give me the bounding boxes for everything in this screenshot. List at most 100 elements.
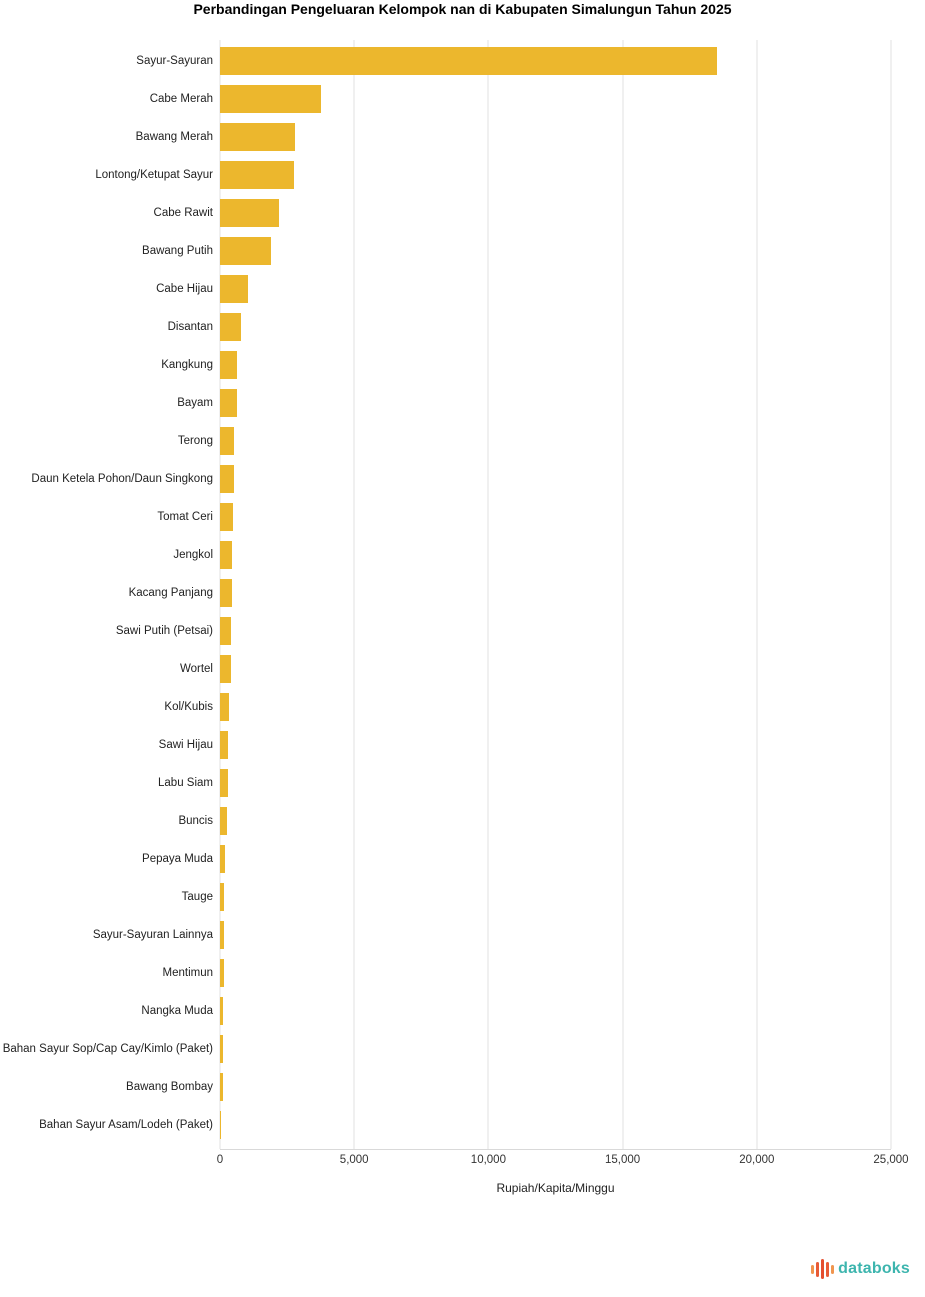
bar[interactable]: [220, 769, 228, 797]
bar-row: Daun Ketela Pohon/Daun Singkong: [0, 460, 891, 498]
bar[interactable]: [220, 351, 238, 379]
bar-track: [220, 313, 891, 341]
bar-track: [220, 731, 891, 759]
bar[interactable]: [220, 617, 232, 645]
bar-track: [220, 389, 891, 417]
category-label: Tomat Ceri: [157, 510, 213, 523]
bar-track: [220, 275, 891, 303]
category-label: Cabe Rawit: [153, 206, 213, 219]
x-tick-label: 20,000: [739, 1154, 775, 1166]
bar-track: [220, 845, 891, 873]
bar-row: Sawi Putih (Petsai): [0, 612, 891, 650]
x-tick-label: 5,000: [339, 1154, 369, 1166]
bar[interactable]: [220, 85, 321, 113]
bar-track: [220, 351, 891, 379]
bar-track: [220, 1035, 891, 1063]
category-label: Sawi Putih (Petsai): [115, 624, 213, 637]
bar-row: Pepaya Muda: [0, 840, 891, 878]
category-label: Lontong/Ketupat Sayur: [95, 168, 213, 181]
bar-row: Bayam: [0, 384, 891, 422]
bar-row: Bawang Merah: [0, 118, 891, 156]
bar[interactable]: [220, 1035, 223, 1063]
bar-row: Labu Siam: [0, 764, 891, 802]
x-tick-label: 0: [216, 1154, 224, 1166]
category-label: Mentimun: [162, 966, 214, 979]
bar[interactable]: [220, 959, 224, 987]
bar[interactable]: [220, 693, 230, 721]
category-label: Sayur-Sayuran: [136, 54, 213, 67]
category-label: Bawang Putih: [142, 244, 213, 257]
x-tick-label: 15,000: [605, 1154, 641, 1166]
bar[interactable]: [220, 1111, 222, 1139]
category-label: Sawi Hijau: [158, 738, 213, 751]
bar-track: [220, 807, 891, 835]
bar-row: Mentimun: [0, 954, 891, 992]
bar-track: [220, 959, 891, 987]
category-label: Disantan: [167, 320, 213, 333]
databoks-logo[interactable]: databoks: [811, 1258, 910, 1280]
bar-row: Bawang Putih: [0, 232, 891, 270]
bar-row: Tomat Ceri: [0, 498, 891, 536]
bar[interactable]: [220, 237, 271, 265]
bar-track: [220, 199, 891, 227]
bar[interactable]: [220, 997, 224, 1025]
bar-track: [220, 47, 891, 75]
equalizer-bars-icon: [811, 1258, 835, 1280]
bar-row: Kol/Kubis: [0, 688, 891, 726]
bar[interactable]: [220, 313, 241, 341]
bar[interactable]: [220, 731, 229, 759]
category-label: Jengkol: [173, 548, 213, 561]
bar[interactable]: [220, 845, 226, 873]
bar[interactable]: [220, 123, 296, 151]
gridline: [487, 40, 489, 1149]
bar-row: Sayur-Sayuran: [0, 42, 891, 80]
bar-track: [220, 465, 891, 493]
gridline: [890, 40, 892, 1149]
bar-track: [220, 579, 891, 607]
bar-row: Cabe Merah: [0, 80, 891, 118]
category-label: Bawang Merah: [135, 130, 213, 143]
bar[interactable]: [220, 161, 294, 189]
bar-track: [220, 237, 891, 265]
category-label: Bayam: [177, 396, 213, 409]
bar-track: [220, 427, 891, 455]
bar-row: Tauge: [0, 878, 891, 916]
category-label: Kangkung: [161, 358, 213, 371]
x-tick-label: 25,000: [873, 1154, 909, 1166]
databoks-logo-text: databoks: [838, 1260, 910, 1277]
x-tick-label: 10,000: [470, 1154, 506, 1166]
bar-track: [220, 85, 891, 113]
bar[interactable]: [220, 883, 225, 911]
category-label: Nangka Muda: [141, 1004, 213, 1017]
bar-track: [220, 1111, 891, 1139]
bar-row: Sawi Hijau: [0, 726, 891, 764]
bar-track: [220, 693, 891, 721]
bar[interactable]: [220, 199, 280, 227]
bar-row: Bahan Sayur Asam/Lodeh (Paket): [0, 1106, 891, 1144]
gridline: [353, 40, 355, 1149]
category-label: Cabe Merah: [149, 92, 213, 105]
category-label: Daun Ketela Pohon/Daun Singkong: [31, 472, 213, 485]
bar[interactable]: [220, 921, 225, 949]
bar[interactable]: [220, 465, 234, 493]
bar[interactable]: [220, 807, 227, 835]
bar-row: Bahan Sayur Sop/Cap Cay/Kimlo (Paket): [0, 1030, 891, 1068]
category-label: Buncis: [178, 814, 213, 827]
bar-track: [220, 883, 891, 911]
bar[interactable]: [220, 275, 249, 303]
bar[interactable]: [220, 579, 232, 607]
bar-row: Terong: [0, 422, 891, 460]
category-label: Tauge: [181, 890, 213, 903]
bar[interactable]: [220, 1073, 223, 1101]
bar[interactable]: [220, 655, 231, 683]
bar[interactable]: [220, 541, 233, 569]
category-label: Labu Siam: [158, 776, 213, 789]
x-axis: 0 5,000 10,000 15,000 20,000 25,000: [216, 1154, 909, 1170]
bar[interactable]: [220, 427, 235, 455]
bar[interactable]: [220, 389, 238, 417]
bar-track: [220, 541, 891, 569]
bar[interactable]: [220, 47, 717, 75]
gridline: [622, 40, 624, 1149]
bar[interactable]: [220, 503, 233, 531]
